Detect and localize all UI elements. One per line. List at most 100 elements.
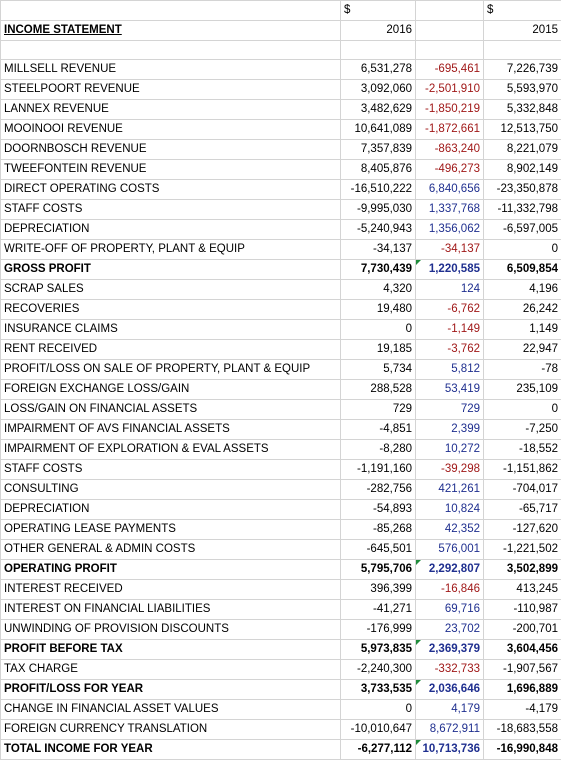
value-2016-cell[interactable]: 396,399 <box>340 579 416 600</box>
variance-cell[interactable]: 2,399 <box>415 419 484 440</box>
value-2016-cell[interactable]: 5,734 <box>340 359 416 380</box>
cell-empty[interactable] <box>415 20 484 41</box>
variance-cell[interactable]: 2,036,646 <box>415 679 484 700</box>
variance-cell[interactable]: 729 <box>415 399 484 420</box>
variance-cell[interactable]: -1,149 <box>415 319 484 340</box>
row-label-cell[interactable]: PROFIT BEFORE TAX <box>0 639 341 660</box>
value-2016-cell[interactable]: 288,528 <box>340 379 416 400</box>
row-label-cell[interactable]: CONSULTING <box>0 479 341 500</box>
statement-title-cell[interactable]: INCOME STATEMENT <box>0 20 341 41</box>
variance-cell[interactable]: 1,220,585 <box>415 259 484 280</box>
variance-cell[interactable]: -34,137 <box>415 239 484 260</box>
value-2015-cell[interactable]: 3,604,456 <box>483 639 561 660</box>
value-2015-cell[interactable]: 235,109 <box>483 379 561 400</box>
variance-cell[interactable]: 10,713,736 <box>415 739 484 760</box>
row-label-cell[interactable]: LOSS/GAIN ON FINANCIAL ASSETS <box>0 399 341 420</box>
currency-2015-cell[interactable]: $ <box>483 0 561 21</box>
row-label-cell[interactable]: WRITE-OFF OF PROPERTY, PLANT & EQUIP <box>0 239 341 260</box>
row-label-cell[interactable]: STAFF COSTS <box>0 199 341 220</box>
variance-cell[interactable]: 23,702 <box>415 619 484 640</box>
value-2015-cell[interactable]: -18,683,558 <box>483 719 561 740</box>
row-label-cell[interactable]: DIRECT OPERATING COSTS <box>0 179 341 200</box>
variance-cell[interactable]: 5,812 <box>415 359 484 380</box>
value-2015-cell[interactable]: -16,990,848 <box>483 739 561 760</box>
variance-cell[interactable]: -496,273 <box>415 159 484 180</box>
row-label-cell[interactable]: RENT RECEIVED <box>0 339 341 360</box>
value-2016-cell[interactable]: 729 <box>340 399 416 420</box>
value-2016-cell[interactable]: -8,280 <box>340 439 416 460</box>
row-label-cell[interactable]: DEPRECIATION <box>0 499 341 520</box>
value-2015-cell[interactable]: -200,701 <box>483 619 561 640</box>
variance-cell[interactable]: -16,846 <box>415 579 484 600</box>
value-2015-cell[interactable]: 1,149 <box>483 319 561 340</box>
value-2015-cell[interactable]: 22,947 <box>483 339 561 360</box>
value-2015-cell[interactable]: 12,513,750 <box>483 119 561 140</box>
row-label-cell[interactable]: TAX CHARGE <box>0 659 341 680</box>
value-2016-cell[interactable]: 4,320 <box>340 279 416 300</box>
value-2016-cell[interactable]: -6,277,112 <box>340 739 416 760</box>
row-label-cell[interactable]: OPERATING PROFIT <box>0 559 341 580</box>
value-2015-cell[interactable]: 413,245 <box>483 579 561 600</box>
value-2016-cell[interactable]: 0 <box>340 699 416 720</box>
year-2015-cell[interactable]: 2015 <box>483 20 561 41</box>
value-2015-cell[interactable]: -4,179 <box>483 699 561 720</box>
variance-cell[interactable]: -6,762 <box>415 299 484 320</box>
value-2016-cell[interactable]: -282,756 <box>340 479 416 500</box>
value-2016-cell[interactable]: -41,271 <box>340 599 416 620</box>
value-2015-cell[interactable]: -127,620 <box>483 519 561 540</box>
value-2015-cell[interactable]: -78 <box>483 359 561 380</box>
value-2015-cell[interactable]: 4,196 <box>483 279 561 300</box>
value-2016-cell[interactable]: 0 <box>340 319 416 340</box>
value-2016-cell[interactable]: 7,730,439 <box>340 259 416 280</box>
value-2015-cell[interactable]: -1,221,502 <box>483 539 561 560</box>
variance-cell[interactable]: 2,292,807 <box>415 559 484 580</box>
cell-empty[interactable] <box>0 0 341 21</box>
row-label-cell[interactable]: OTHER GENERAL & ADMIN COSTS <box>0 539 341 560</box>
value-2015-cell[interactable]: -11,332,798 <box>483 199 561 220</box>
value-2015-cell[interactable]: 6,509,854 <box>483 259 561 280</box>
value-2015-cell[interactable]: 5,332,848 <box>483 99 561 120</box>
value-2016-cell[interactable]: -34,137 <box>340 239 416 260</box>
value-2016-cell[interactable]: -4,851 <box>340 419 416 440</box>
variance-cell[interactable]: 421,261 <box>415 479 484 500</box>
value-2015-cell[interactable]: -65,717 <box>483 499 561 520</box>
value-2015-cell[interactable]: 0 <box>483 239 561 260</box>
row-label-cell[interactable]: PROFIT/LOSS ON SALE OF PROPERTY, PLANT &… <box>0 359 341 380</box>
row-label-cell[interactable]: CHANGE IN FINANCIAL ASSET VALUES <box>0 699 341 720</box>
variance-cell[interactable]: 1,356,062 <box>415 219 484 240</box>
variance-cell[interactable]: 576,001 <box>415 539 484 560</box>
row-label-cell[interactable]: LANNEX REVENUE <box>0 99 341 120</box>
row-label-cell[interactable]: RECOVERIES <box>0 299 341 320</box>
cell-empty[interactable] <box>340 40 416 60</box>
year-2016-cell[interactable]: 2016 <box>340 20 416 41</box>
variance-cell[interactable]: -695,461 <box>415 59 484 80</box>
cell-empty[interactable] <box>415 40 484 60</box>
variance-cell[interactable]: -1,850,219 <box>415 99 484 120</box>
value-2015-cell[interactable]: 8,902,149 <box>483 159 561 180</box>
variance-cell[interactable]: -39,298 <box>415 459 484 480</box>
row-label-cell[interactable]: FOREIGN CURRENCY TRANSLATION <box>0 719 341 740</box>
value-2016-cell[interactable]: 10,641,089 <box>340 119 416 140</box>
value-2016-cell[interactable]: 19,185 <box>340 339 416 360</box>
value-2015-cell[interactable]: 3,502,899 <box>483 559 561 580</box>
variance-cell[interactable]: -1,872,661 <box>415 119 484 140</box>
value-2016-cell[interactable]: 6,531,278 <box>340 59 416 80</box>
variance-cell[interactable]: 124 <box>415 279 484 300</box>
row-label-cell[interactable]: DOORNBOSCH REVENUE <box>0 139 341 160</box>
row-label-cell[interactable]: FOREIGN EXCHANGE LOSS/GAIN <box>0 379 341 400</box>
value-2016-cell[interactable]: -85,268 <box>340 519 416 540</box>
row-label-cell[interactable]: STEELPOORT REVENUE <box>0 79 341 100</box>
variance-cell[interactable]: 8,672,911 <box>415 719 484 740</box>
variance-cell[interactable]: -3,762 <box>415 339 484 360</box>
value-2015-cell[interactable]: -704,017 <box>483 479 561 500</box>
row-label-cell[interactable]: INSURANCE CLAIMS <box>0 319 341 340</box>
value-2016-cell[interactable]: 3,092,060 <box>340 79 416 100</box>
value-2015-cell[interactable]: 1,696,889 <box>483 679 561 700</box>
currency-2016-cell[interactable]: $ <box>340 0 416 21</box>
variance-cell[interactable]: 69,716 <box>415 599 484 620</box>
variance-cell[interactable]: -332,733 <box>415 659 484 680</box>
value-2016-cell[interactable]: -645,501 <box>340 539 416 560</box>
row-label-cell[interactable]: INTEREST RECEIVED <box>0 579 341 600</box>
value-2016-cell[interactable]: -2,240,300 <box>340 659 416 680</box>
value-2016-cell[interactable]: -54,893 <box>340 499 416 520</box>
